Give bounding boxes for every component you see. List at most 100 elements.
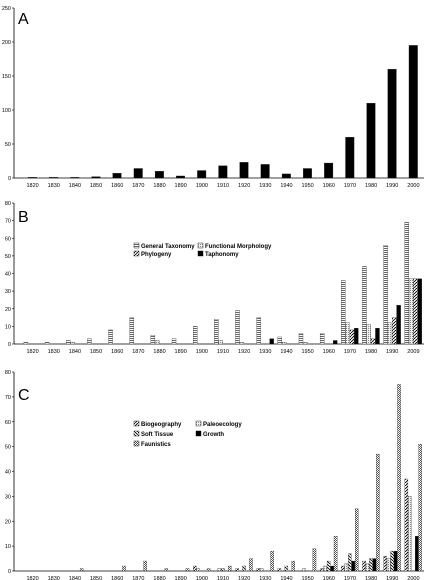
bar-taphonomy-1930 xyxy=(269,338,274,345)
y-tick-label: 200 xyxy=(2,40,11,46)
bar-count-1920 xyxy=(239,162,249,179)
y-tick-label: 50 xyxy=(5,445,11,451)
legend-entry: Biogeography xyxy=(141,422,182,428)
bar-soft-tissue-1980 xyxy=(369,558,373,572)
x-tick-label: 2000 xyxy=(407,183,419,189)
x-tick-label: 1850 xyxy=(90,183,102,189)
bar-growth-1970 xyxy=(351,560,356,572)
bar-paleoecology-1970 xyxy=(344,563,349,572)
bar-general-taxonomy-1920 xyxy=(235,310,240,345)
x-tick-label: 1990 xyxy=(386,576,398,580)
bar-phylogeny-1970 xyxy=(349,329,355,345)
bar-faunistics-1900 xyxy=(206,568,211,572)
legend-swatch xyxy=(195,430,202,437)
bar-functional-morphology-1940 xyxy=(281,342,287,345)
bar-count-1870 xyxy=(133,168,143,179)
bar-functional-morphology-1910 xyxy=(218,340,223,345)
bar-taphonomy-1960 xyxy=(332,340,338,345)
bar-growth-1980 xyxy=(372,558,377,572)
y-tick-label: 20 xyxy=(5,307,11,313)
legend-swatch xyxy=(197,250,204,257)
bar-growth-1990 xyxy=(393,550,398,572)
legend-entry: Growth xyxy=(203,432,224,438)
bar-growth-1960 xyxy=(330,565,334,572)
bar-soft-tissue-1970 xyxy=(348,553,352,572)
bar-faunistics-1840 xyxy=(79,568,84,572)
bar-functional-morphology-1950 xyxy=(303,342,308,345)
x-tick-label: 1970 xyxy=(344,576,356,580)
bar-count-1900 xyxy=(197,170,207,179)
x-tick-label: 1870 xyxy=(132,576,144,580)
x-tick-label: 1920 xyxy=(238,349,250,355)
bar-functional-morphology-2009 xyxy=(408,278,414,345)
x-tick-label: 1940 xyxy=(280,183,292,189)
bar-general-taxonomy-1860 xyxy=(108,329,113,345)
bar-general-taxonomy-1880 xyxy=(150,335,156,345)
x-tick-label: 1970 xyxy=(344,183,356,189)
bar-faunistics-1990 xyxy=(397,384,401,572)
x-tick-label: 1960 xyxy=(323,349,335,355)
bar-taphonomy-1980 xyxy=(375,327,380,345)
y-tick-label: 100 xyxy=(2,108,11,114)
x-tick-label: 1870 xyxy=(132,349,144,355)
bar-count-1840 xyxy=(70,177,80,179)
bar-count-1930 xyxy=(260,164,270,179)
x-tick-label: 1900 xyxy=(196,576,208,580)
x-tick-label: 1860 xyxy=(111,183,123,189)
x-tick-label: 1820 xyxy=(26,183,38,189)
bar-faunistics-1960 xyxy=(333,536,338,572)
bar-count-1880 xyxy=(154,171,164,179)
x-tick-label: 1940 xyxy=(280,349,292,355)
y-tick-label: 50 xyxy=(5,254,11,260)
bar-soft-tissue-1960 xyxy=(326,560,331,572)
x-tick-label: 1980 xyxy=(365,349,377,355)
y-tick-label: 40 xyxy=(5,470,11,476)
x-tick-label: 1820 xyxy=(26,349,38,355)
bar-general-taxonomy-1970 xyxy=(341,280,346,345)
y-tick-label: 150 xyxy=(2,74,11,80)
bar-faunistics-1930 xyxy=(270,550,274,572)
bar-biogeography-1900 xyxy=(193,565,197,572)
y-tick-label: 60 xyxy=(5,236,11,242)
y-tick-label: 0 xyxy=(8,176,11,182)
y-tick-label: 70 xyxy=(5,395,11,401)
bar-count-1990 xyxy=(387,69,397,179)
x-tick-label: 1920 xyxy=(238,576,250,580)
bar-general-taxonomy-1910 xyxy=(214,319,219,345)
bar-faunistics-1880 xyxy=(164,568,169,572)
y-tick-label: 10 xyxy=(5,544,11,550)
x-tick-label: 1920 xyxy=(238,183,250,189)
bar-functional-morphology-1980 xyxy=(366,324,371,345)
x-tick-label: 1860 xyxy=(111,349,123,355)
bar-soft-tissue-1940 xyxy=(284,565,289,572)
x-tick-label: 1970 xyxy=(344,349,356,355)
x-tick-label: 2009 xyxy=(407,349,419,355)
y-tick-label: 70 xyxy=(5,219,11,225)
x-tick-label: 1960 xyxy=(323,183,335,189)
y-tick-label: 0 xyxy=(8,569,11,575)
legend-swatch xyxy=(133,420,140,427)
y-tick-label: 80 xyxy=(5,370,11,376)
x-tick-label: 1910 xyxy=(217,349,229,355)
y-tick-label: 60 xyxy=(5,420,11,426)
x-tick-label: 1910 xyxy=(217,576,229,580)
bar-functional-morphology-1880 xyxy=(155,340,160,345)
bar-count-1860 xyxy=(112,173,122,179)
y-tick-label: 80 xyxy=(5,201,11,207)
bar-growth-2000 xyxy=(415,536,419,572)
bar-soft-tissue-1910 xyxy=(221,568,225,572)
bar-phylogeny-1980 xyxy=(370,338,376,345)
legend-swatch xyxy=(195,420,202,427)
x-tick-label: 1840 xyxy=(69,183,81,189)
bar-count-2000 xyxy=(408,45,418,179)
bar-count-1940 xyxy=(281,173,291,179)
x-tick-label: 1830 xyxy=(48,576,60,580)
bar-paleoecology-1960 xyxy=(323,565,327,572)
bar-faunistics-1860 xyxy=(122,565,126,572)
y-tick-label: 30 xyxy=(5,289,11,295)
legend-entry: Soft Tissue xyxy=(141,432,174,438)
y-tick-label: 20 xyxy=(5,519,11,525)
bar-faunistics-1870 xyxy=(143,560,147,572)
bar-biogeography-2000 xyxy=(404,478,409,572)
bar-taphonomy-2009 xyxy=(417,278,422,345)
